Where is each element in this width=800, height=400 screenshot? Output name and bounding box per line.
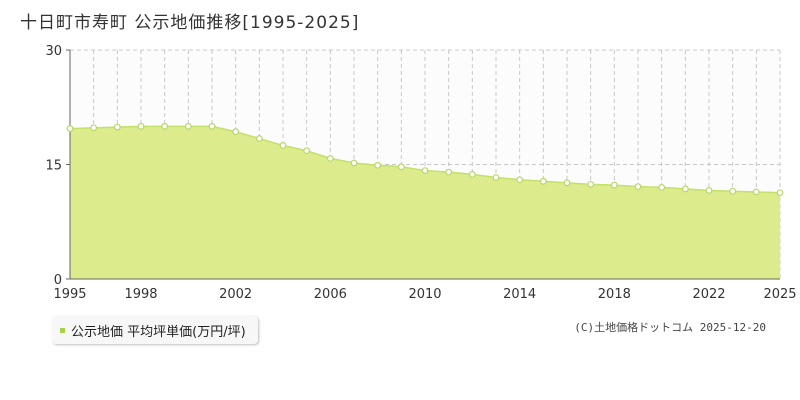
x-tick-label: 2025 [763, 287, 796, 302]
data-point [303, 147, 311, 155]
x-tick-label: 2022 [692, 287, 725, 302]
data-point [658, 183, 666, 191]
x-tick-label: 2010 [408, 287, 441, 302]
data-point [374, 161, 382, 169]
data-point [66, 125, 74, 133]
data-point [752, 188, 760, 196]
data-points [66, 122, 784, 197]
data-point [161, 122, 169, 130]
axes [66, 49, 780, 280]
data-point [445, 168, 453, 176]
data-point [516, 176, 524, 184]
x-tick-label: 1995 [53, 287, 86, 302]
data-point [468, 171, 476, 178]
data-point [634, 183, 642, 191]
data-point [539, 177, 547, 185]
data-point [350, 159, 358, 167]
data-point [610, 181, 618, 189]
data-point [137, 122, 145, 130]
tick-labels: 0 15 30 1995 1998 2002 2006 2010 2014 2018 2022 202… [45, 44, 796, 302]
data-point [184, 122, 192, 130]
data-point [492, 174, 500, 181]
x-tick-label: 1998 [124, 287, 157, 302]
y-tick-label: 0 [54, 273, 62, 288]
data-point [421, 167, 429, 175]
legend-label: 公示地価 平均坪単価(万円/坪) [71, 324, 246, 340]
x-tick-label: 2002 [219, 287, 252, 302]
chart-title: 十日町市寿町 公示地価推移[1995-2025] [20, 13, 360, 33]
data-point [729, 187, 737, 195]
data-point [776, 189, 784, 197]
credit-text: (C)土地価格ドットコム 2025-12-20 [574, 321, 766, 334]
data-point [279, 142, 287, 149]
y-tick-label: 30 [45, 44, 62, 59]
x-tick-label: 2014 [503, 287, 536, 302]
data-point [232, 128, 240, 136]
data-point [90, 124, 98, 132]
data-point [255, 135, 263, 142]
data-point [681, 185, 689, 193]
data-point [397, 163, 405, 171]
x-tick-label: 2006 [314, 287, 347, 302]
x-tick-label: 2018 [598, 287, 631, 302]
data-point [587, 180, 595, 188]
data-point [705, 187, 713, 194]
price-area [70, 126, 780, 279]
y-tick-label: 15 [45, 159, 62, 174]
legend-marker [60, 327, 65, 333]
legend: 公示地価 平均坪単価(万円/坪) [52, 316, 258, 344]
data-point [563, 179, 571, 187]
data-point [208, 122, 216, 130]
data-point [113, 123, 121, 131]
data-point [326, 154, 334, 162]
